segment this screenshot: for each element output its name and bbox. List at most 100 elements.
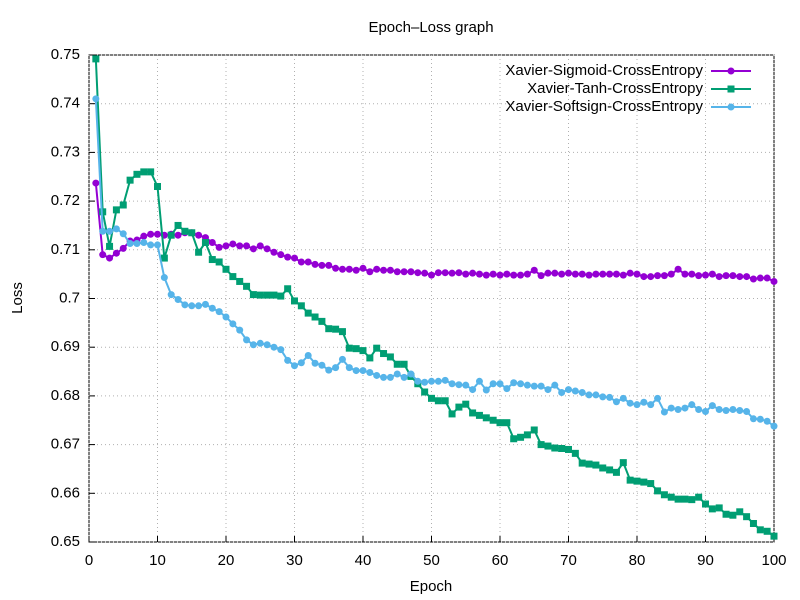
data-point <box>455 269 463 277</box>
data-point <box>112 249 120 257</box>
data-point <box>92 55 100 63</box>
data-point <box>715 406 723 414</box>
data-point <box>106 242 114 250</box>
data-point <box>366 369 374 377</box>
data-point <box>510 379 518 387</box>
data-point <box>222 265 230 273</box>
data-point <box>537 441 545 449</box>
data-point <box>565 445 572 453</box>
data-point <box>154 241 161 249</box>
data-point <box>489 416 497 424</box>
legend-label: Xavier-Sigmoid-CrossEntropy <box>505 62 703 79</box>
data-point <box>338 355 346 363</box>
data-point <box>441 397 449 405</box>
data-point <box>496 419 504 427</box>
x-tick-label: 90 <box>697 552 714 569</box>
data-point <box>489 380 497 388</box>
data-point <box>475 411 483 419</box>
data-point <box>647 273 655 281</box>
x-tick-label: 70 <box>560 552 577 569</box>
data-point <box>256 242 264 250</box>
data-point <box>119 201 127 209</box>
data-point <box>503 385 511 393</box>
data-point <box>147 241 155 249</box>
data-point <box>695 406 703 414</box>
data-point <box>530 426 538 434</box>
data-point <box>236 277 244 285</box>
data-point <box>612 270 620 278</box>
data-point <box>633 477 641 485</box>
y-tick-label: 0.7 <box>59 289 80 306</box>
data-point <box>318 261 326 269</box>
data-point <box>106 227 114 235</box>
data-point <box>106 254 114 262</box>
data-point <box>770 277 778 285</box>
data-point <box>311 260 319 268</box>
chart-title: Epoch–Loss graph <box>368 19 493 36</box>
data-point <box>619 394 627 402</box>
data-point <box>674 265 682 273</box>
data-point <box>647 401 655 409</box>
data-point <box>243 242 251 250</box>
data-point <box>585 391 593 399</box>
data-point <box>674 406 682 414</box>
data-point <box>612 468 620 476</box>
legend-label: Xavier-Tanh-CrossEntropy <box>527 80 703 97</box>
data-point <box>763 527 771 535</box>
data-point <box>475 377 483 385</box>
x-tick-label: 10 <box>149 552 166 569</box>
data-point <box>311 359 319 367</box>
data-point <box>366 354 374 362</box>
y-tick-label: 0.75 <box>51 46 80 63</box>
data-point <box>756 526 764 534</box>
data-point <box>428 377 435 385</box>
y-tick-label: 0.66 <box>51 484 80 501</box>
data-point <box>338 328 346 336</box>
data-point <box>208 238 216 246</box>
data-point <box>715 504 723 512</box>
data-point <box>332 325 340 333</box>
data-point <box>99 251 107 259</box>
data-point <box>448 410 456 418</box>
y-tick-label: 0.72 <box>51 192 80 209</box>
data-point <box>373 344 381 352</box>
data-point <box>229 320 237 328</box>
data-point <box>421 388 429 396</box>
data-point <box>571 270 579 278</box>
data-point <box>640 478 648 486</box>
data-point <box>133 170 141 178</box>
data-point <box>400 268 408 276</box>
data-point <box>503 270 511 278</box>
data-point <box>393 268 401 276</box>
data-point <box>147 230 155 238</box>
data-point <box>167 231 175 239</box>
data-point <box>448 380 456 388</box>
data-point <box>229 273 237 281</box>
data-point <box>201 238 209 246</box>
data-point <box>386 266 394 274</box>
data-point <box>667 270 675 278</box>
data-point <box>338 265 346 273</box>
data-point <box>688 401 696 409</box>
data-point <box>722 510 730 518</box>
data-point <box>715 273 723 281</box>
data-point <box>503 419 511 427</box>
data-point <box>517 433 525 441</box>
data-point <box>421 378 429 386</box>
data-point <box>243 336 251 344</box>
data-point <box>770 532 778 540</box>
data-point <box>462 381 470 389</box>
data-point <box>695 493 703 501</box>
x-tick-label: 40 <box>355 552 372 569</box>
data-point <box>756 415 764 423</box>
data-point <box>140 168 148 176</box>
data-point <box>434 269 442 277</box>
data-point <box>112 206 120 214</box>
data-point <box>263 245 271 253</box>
data-point <box>654 272 662 280</box>
data-point <box>544 442 552 450</box>
data-point <box>633 401 641 409</box>
data-point <box>167 291 175 299</box>
x-tick-label: 0 <box>85 552 93 569</box>
data-point <box>749 415 757 423</box>
